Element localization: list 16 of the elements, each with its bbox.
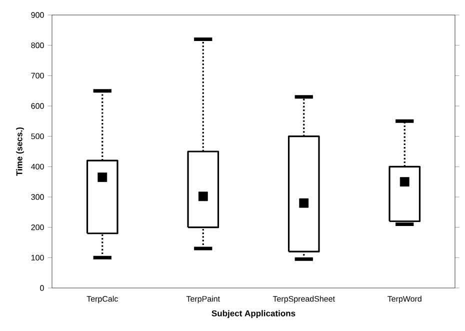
x-axis-title: Subject Applications	[212, 310, 296, 318]
y-tick-label: 200	[31, 224, 44, 230]
x-tick-label: TerpSpreadSheet	[272, 296, 335, 304]
y-axis-title: Time (secs.)	[16, 127, 24, 176]
y-tick-label: 0	[40, 285, 44, 291]
x-tick-label: TerpCalc	[86, 296, 118, 304]
x-tick-label: TerpPaint	[186, 296, 220, 304]
y-tick-label: 400	[31, 164, 44, 170]
y-tick-label: 800	[31, 42, 44, 48]
y-tick-label: 600	[31, 103, 44, 109]
y-tick-label: 300	[31, 194, 44, 200]
y-tick-label: 900	[31, 12, 44, 18]
y-tick-label: 100	[31, 254, 44, 260]
y-tick-label: 700	[31, 72, 44, 78]
x-tick-label: TerpWord	[388, 296, 422, 304]
y-tick-label: 500	[31, 133, 44, 140]
